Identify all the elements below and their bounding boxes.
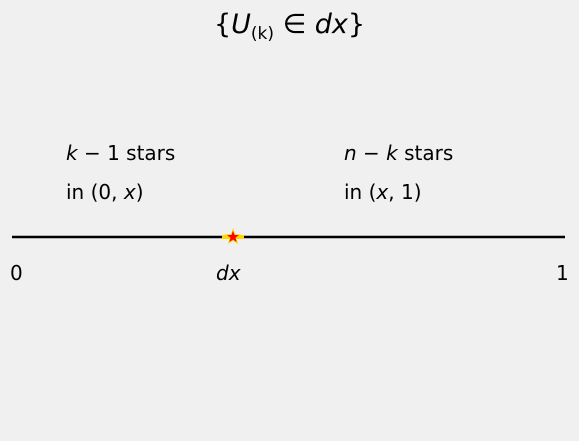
- right-region-interval: in (x, 1): [344, 180, 422, 204]
- right-region-count: n − k stars: [344, 141, 454, 165]
- title-open-brace: {: [213, 9, 232, 40]
- star-marker: [222, 228, 244, 245]
- star-icon: [224, 228, 242, 245]
- title-subscript: (k): [250, 24, 275, 44]
- axis-label-end: 1: [556, 261, 569, 285]
- title-set: dx: [314, 9, 348, 40]
- title-relation: ∈: [274, 9, 315, 40]
- axis-label-start: 0: [10, 261, 23, 285]
- axis-label-dx: dx: [216, 261, 241, 285]
- diagram-title: {U(k) ∈ dx}: [0, 8, 579, 44]
- left-region-count: k − 1 stars: [66, 141, 176, 165]
- title-close-brace: }: [347, 9, 366, 40]
- title-variable: U: [231, 9, 251, 40]
- left-region-interval: in (0, x): [66, 180, 144, 204]
